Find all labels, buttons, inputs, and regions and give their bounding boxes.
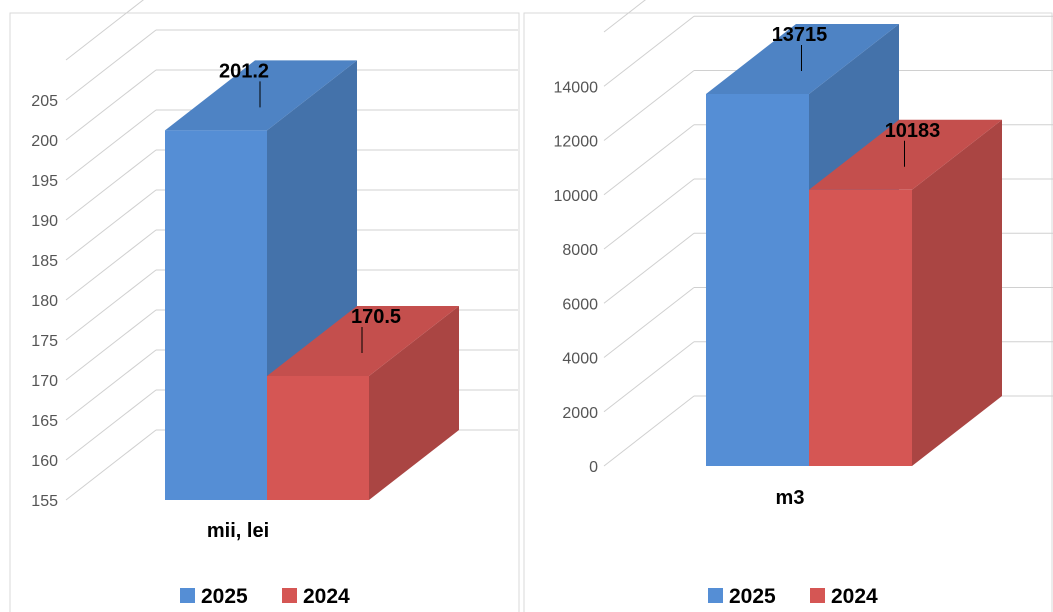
gridline-wall [603, 0, 646, 33]
bar-top [165, 60, 357, 131]
gridline-wall [603, 124, 695, 196]
gridline-wall [65, 389, 157, 461]
y-tick-label: 180 [31, 293, 58, 310]
gridline-wall [65, 349, 157, 421]
y-tick-label: 14000 [554, 79, 599, 96]
data-label: 13715 [772, 24, 828, 46]
gridline-wall [65, 0, 144, 61]
y-tick-label: 175 [31, 333, 58, 350]
legend-entry-2024: 2024 [831, 585, 878, 608]
data-label: 170.5 [351, 306, 401, 328]
gridline-wall [603, 287, 695, 358]
gridline-wall [65, 29, 157, 101]
y-tick-label: 4000 [562, 351, 598, 368]
gridline-wall [65, 309, 157, 381]
gridline-wall [65, 189, 157, 261]
y-tick-label: 190 [31, 213, 58, 230]
bar-side [912, 119, 1002, 466]
gridline-wall [603, 232, 695, 304]
chart-revenue: 155 160 165 170 175 180 185 190 195 200 205 201.2 17… [9, 0, 520, 612]
y-tick-label: 6000 [562, 296, 598, 313]
y-tick-label: 185 [31, 253, 58, 270]
bar-front [267, 376, 369, 500]
y-tick-label: 195 [31, 173, 58, 190]
chart-volume: 0 2000 4000 6000 8000 10000 12000 14000 13715 101… [523, 0, 1053, 612]
y-tick-label: 0 [589, 459, 598, 476]
chart-panel-revenue: 155 160 165 170 175 180 185 190 195 200 205 201.2 17… [0, 0, 520, 612]
y-tick-label: 155 [31, 493, 58, 510]
bar-2024 [809, 119, 1002, 466]
gridline-wall [603, 395, 695, 467]
bar-2024 [267, 306, 459, 500]
bar-front [165, 130, 267, 500]
gridline-wall [65, 429, 157, 501]
data-label: 10183 [885, 120, 941, 142]
bar-top [706, 23, 899, 94]
y-tick-label: 2000 [562, 405, 598, 422]
legend-entry-2024: 2024 [303, 585, 350, 608]
y-tick-label: 200 [31, 133, 58, 150]
bar-front [809, 189, 912, 466]
bar-top [267, 306, 459, 376]
bar-side [369, 306, 459, 500]
y-tick-label: 160 [31, 453, 58, 470]
y-tick-label: 8000 [562, 242, 598, 259]
bar-front [706, 93, 809, 466]
gridline-wall [65, 229, 157, 301]
chart-panel-volume: 0 2000 4000 6000 8000 10000 12000 14000 13715 101… [522, 0, 1053, 612]
gridline-wall [603, 178, 695, 250]
category-label: m3 [776, 487, 805, 509]
gridline-wall [65, 69, 157, 141]
gridline-wall [603, 70, 695, 141]
gridline-wall [65, 149, 157, 221]
legend-swatch-2024 [810, 588, 825, 603]
gridline-wall [603, 15, 695, 87]
legend-swatch-2025 [708, 588, 723, 603]
bar-top [809, 119, 1002, 190]
legend-entry-2025: 2025 [201, 585, 248, 608]
gridline-wall [603, 341, 695, 413]
legend-entry-2025: 2025 [729, 585, 776, 608]
legend-swatch-2025 [180, 588, 195, 603]
data-label: 201.2 [219, 60, 269, 82]
gridline-wall [65, 109, 157, 181]
y-tick-label: 170 [31, 373, 58, 390]
gridline-wall [65, 269, 157, 341]
category-label: mii, lei [207, 520, 269, 542]
y-tick-label: 205 [31, 93, 58, 110]
y-tick-label: 10000 [554, 188, 599, 205]
legend-swatch-2024 [282, 588, 297, 603]
y-tick-label: 12000 [554, 134, 599, 151]
y-tick-label: 165 [31, 413, 58, 430]
